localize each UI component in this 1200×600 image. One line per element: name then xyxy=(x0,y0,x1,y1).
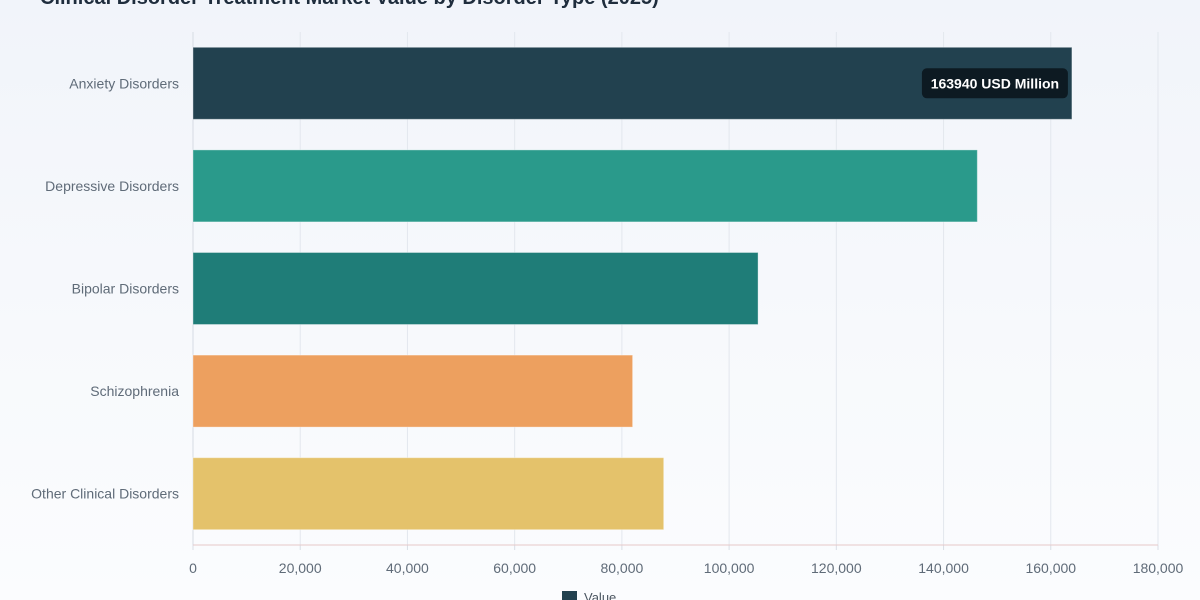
category-labels: Anxiety Disorders Depressive Disorders Bip… xyxy=(31,75,179,501)
x-tick-label: 20,000 xyxy=(279,560,322,576)
category-label: Bipolar Disorders xyxy=(72,281,179,297)
x-tick-label: 120,000 xyxy=(811,560,862,576)
bar[interactable] xyxy=(192,252,759,325)
bar[interactable] xyxy=(192,354,634,428)
x-tick-label: 160,000 xyxy=(1025,560,1076,576)
x-tick-label: 40,000 xyxy=(386,560,429,576)
x-tick-label: 60,000 xyxy=(493,560,536,576)
x-tick-label: 140,000 xyxy=(918,560,969,576)
x-tick-label: 100,000 xyxy=(704,560,755,576)
bars xyxy=(192,46,1073,531)
x-tick-labels: 0 20,000 40,000 60,000 80,000 100,000 120,000 1… xyxy=(189,560,1183,576)
legend-swatch[interactable] xyxy=(562,591,577,600)
category-label: Other Clinical Disorders xyxy=(31,486,179,502)
legend-label[interactable]: Value xyxy=(584,590,616,600)
bar[interactable] xyxy=(192,457,665,531)
x-tick-label: 180,000 xyxy=(1133,560,1184,576)
legend: Value xyxy=(562,590,616,600)
tooltip-text: 163940 USD Million xyxy=(931,75,1059,91)
category-label: Schizophrenia xyxy=(90,383,179,399)
bar[interactable] xyxy=(192,149,978,223)
tooltip-box xyxy=(921,68,1068,99)
chart-title: Clinical Disorder Treatment Market Value… xyxy=(40,0,659,10)
tooltip: 163940 USD Million xyxy=(921,68,1068,99)
x-tick-label: 80,000 xyxy=(600,560,643,576)
category-label: Anxiety Disorders xyxy=(69,75,179,91)
x-tick-label: 0 xyxy=(189,560,197,576)
category-label: Depressive Disorders xyxy=(45,178,179,194)
